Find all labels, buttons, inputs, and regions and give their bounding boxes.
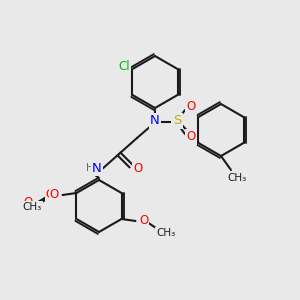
- Text: CH₃: CH₃: [156, 228, 175, 238]
- Text: O: O: [139, 214, 148, 227]
- Text: N: N: [150, 115, 160, 128]
- Text: CH₃: CH₃: [23, 202, 42, 212]
- Text: O: O: [46, 188, 55, 202]
- Text: O: O: [186, 100, 196, 113]
- Text: O: O: [24, 196, 33, 209]
- Text: O: O: [186, 130, 196, 143]
- Text: H: H: [86, 163, 94, 173]
- Text: N: N: [92, 161, 102, 175]
- Text: Cl: Cl: [119, 59, 130, 73]
- Text: S: S: [173, 115, 181, 128]
- Text: CH₃: CH₃: [227, 173, 247, 183]
- Text: O: O: [50, 188, 59, 202]
- Text: O: O: [134, 163, 142, 176]
